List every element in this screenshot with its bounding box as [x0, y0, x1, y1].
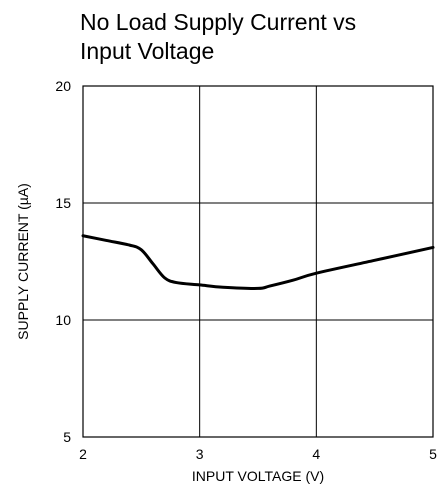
chart-title-line-2: Input Voltage: [80, 38, 214, 64]
y-axis-label: SUPPLY CURRENT (µA): [15, 183, 31, 340]
y-tick-label-10: 10: [55, 312, 71, 328]
grid: [83, 86, 433, 437]
y-tick-label-5: 5: [63, 429, 71, 445]
series-group: [81, 234, 435, 290]
chart-title-line-1: No Load Supply Current vs: [80, 9, 356, 35]
y-tick-label-20: 20: [55, 78, 71, 94]
y-tick-label-15: 15: [55, 195, 71, 211]
tick-labels: 2 3 4 5 5 10 15 20: [55, 78, 437, 462]
plot-area-frame: [82, 85, 434, 438]
series-line-0: [81, 234, 435, 290]
x-tick-label-4: 4: [312, 446, 320, 462]
x-axis-label: INPUT VOLTAGE (V): [192, 468, 324, 484]
x-tick-label-5: 5: [429, 446, 437, 462]
x-tick-label-3: 3: [196, 446, 204, 462]
x-tick-label-2: 2: [79, 446, 87, 462]
